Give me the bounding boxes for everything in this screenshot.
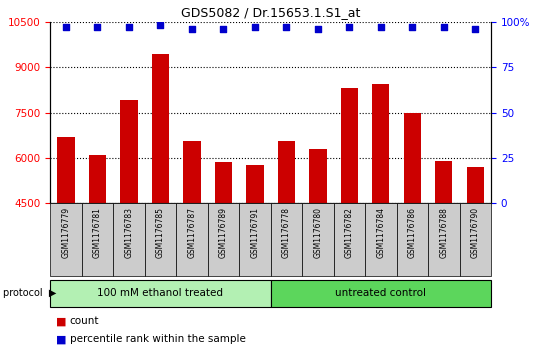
Point — [314, 26, 323, 32]
Bar — [50, 203, 81, 276]
Text: GSM1176779: GSM1176779 — [61, 207, 70, 258]
Bar — [121, 101, 138, 339]
Bar — [397, 203, 428, 276]
Point — [187, 26, 196, 32]
Point — [93, 24, 102, 30]
Bar — [113, 203, 145, 276]
Text: GSM1176789: GSM1176789 — [219, 207, 228, 258]
Bar — [271, 203, 302, 276]
Text: GSM1176791: GSM1176791 — [251, 207, 259, 258]
Text: 100 mM ethanol treated: 100 mM ethanol treated — [98, 288, 223, 298]
Bar — [50, 280, 271, 307]
Text: GSM1176785: GSM1176785 — [156, 207, 165, 258]
Bar — [57, 137, 75, 339]
Text: ■: ■ — [56, 316, 66, 326]
Point — [156, 23, 165, 28]
Bar — [341, 88, 358, 339]
Bar — [183, 141, 200, 339]
Point — [408, 24, 417, 30]
Text: protocol  ▶: protocol ▶ — [3, 288, 56, 298]
Bar — [239, 203, 271, 276]
Text: GSM1176786: GSM1176786 — [408, 207, 417, 258]
Bar — [372, 84, 389, 339]
Bar — [81, 203, 113, 276]
Text: GSM1176780: GSM1176780 — [314, 207, 323, 258]
Bar — [176, 203, 208, 276]
Bar — [466, 167, 484, 339]
Point — [251, 24, 259, 30]
Text: GSM1176787: GSM1176787 — [187, 207, 196, 258]
Title: GDS5082 / Dr.15653.1.S1_at: GDS5082 / Dr.15653.1.S1_at — [181, 6, 360, 19]
Text: GSM1176784: GSM1176784 — [376, 207, 386, 258]
Text: GSM1176790: GSM1176790 — [471, 207, 480, 258]
Text: GSM1176782: GSM1176782 — [345, 207, 354, 258]
Bar — [428, 203, 460, 276]
Bar — [435, 161, 453, 339]
Point — [61, 24, 70, 30]
Text: GSM1176783: GSM1176783 — [124, 207, 133, 258]
Bar — [365, 203, 397, 276]
Text: GSM1176788: GSM1176788 — [439, 207, 448, 258]
Text: count: count — [70, 316, 99, 326]
Point — [471, 26, 480, 32]
Point — [439, 24, 448, 30]
Bar — [271, 280, 491, 307]
Bar — [278, 141, 295, 339]
Point — [345, 24, 354, 30]
Bar — [302, 203, 334, 276]
Bar — [215, 163, 232, 339]
Text: untreated control: untreated control — [335, 288, 426, 298]
Point — [282, 24, 291, 30]
Text: GSM1176778: GSM1176778 — [282, 207, 291, 258]
Bar — [89, 155, 106, 339]
Text: percentile rank within the sample: percentile rank within the sample — [70, 334, 246, 344]
Point — [377, 24, 386, 30]
Bar — [403, 113, 421, 339]
Bar — [246, 166, 263, 339]
Point — [219, 26, 228, 32]
Bar — [460, 203, 491, 276]
Text: GSM1176781: GSM1176781 — [93, 207, 102, 258]
Bar — [334, 203, 365, 276]
Bar — [145, 203, 176, 276]
Text: ■: ■ — [56, 334, 66, 344]
Bar — [208, 203, 239, 276]
Point — [124, 24, 133, 30]
Bar — [152, 54, 169, 339]
Bar — [309, 149, 326, 339]
